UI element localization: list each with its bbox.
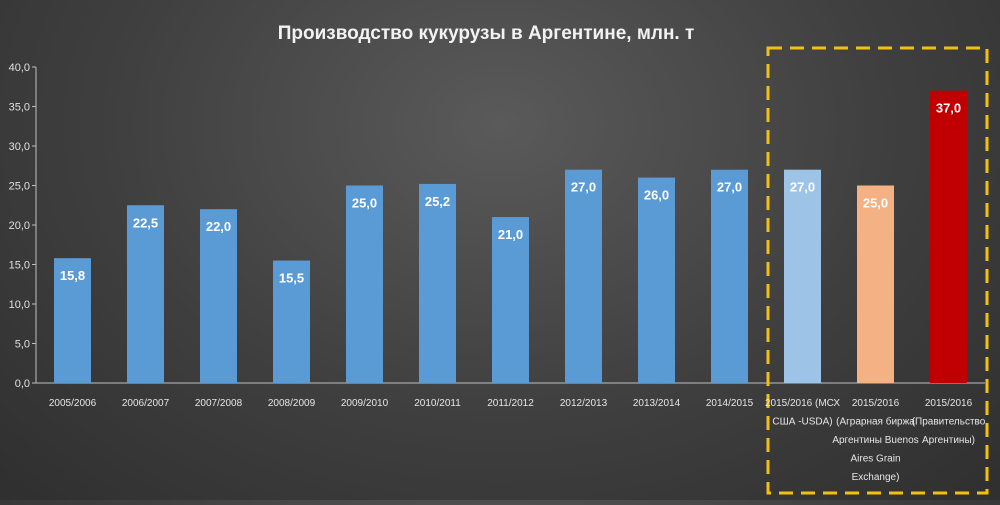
bar — [54, 258, 91, 383]
bar — [711, 169, 748, 383]
highlight-box — [766, 46, 989, 495]
y-tick-label: 40,0 — [9, 62, 30, 74]
x-tick-label: Exchange) — [852, 472, 900, 483]
bar-value-label: 37,0 — [936, 101, 961, 116]
bar-value-label: 26,0 — [644, 188, 669, 203]
bar — [784, 169, 821, 383]
bar — [492, 217, 529, 383]
bar — [565, 169, 602, 383]
x-tick-label: Аргентины Buenos — [832, 435, 918, 446]
x-tick-label: Aires Grain — [850, 454, 900, 465]
bar-value-label: 25,0 — [863, 196, 888, 211]
bar-value-label: 15,5 — [279, 271, 304, 286]
bar — [273, 260, 310, 383]
bar-value-label: 15,8 — [60, 268, 85, 283]
x-tick-label: 2011/2012 — [487, 398, 534, 409]
x-tick-label: США -USDA) — [772, 417, 832, 428]
bar-value-label: 22,0 — [206, 219, 231, 234]
y-tick-label: 10,0 — [9, 299, 30, 311]
bar — [857, 185, 894, 383]
x-tick-label: 2007/2008 — [195, 398, 243, 409]
x-tick-label: 2015/2016 — [925, 398, 973, 409]
y-tick-label: 0,0 — [15, 378, 30, 390]
chart-title: Производство кукурузы в Аргентине, млн. … — [278, 23, 695, 44]
x-axis-labels: 2005/2006 2006/2007 2007/2008 2008/2009 2009… — [49, 398, 986, 483]
bar — [200, 209, 237, 383]
bar — [419, 183, 456, 383]
highlight-box-group — [766, 46, 989, 495]
bar-value-label: 25,0 — [352, 196, 377, 211]
y-tick-label: 15,0 — [9, 260, 30, 272]
bar — [930, 90, 967, 383]
x-tick-label: 2015/2016 (МСХ — [765, 398, 840, 409]
bar — [127, 205, 164, 383]
bar-value-label: 27,0 — [790, 180, 815, 195]
x-tick-label: (Правительство — [912, 417, 986, 428]
bars — [54, 90, 967, 383]
bar-value-label: 21,0 — [498, 227, 523, 242]
x-tick-label: (Аграрная биржа — [836, 416, 915, 428]
x-tick-label: 2006/2007 — [122, 398, 170, 409]
bar — [638, 177, 675, 383]
x-tick-label: 2010/2011 — [414, 398, 461, 409]
y-tick-label: 30,0 — [9, 141, 30, 153]
x-tick-label: 2005/2006 — [49, 398, 97, 409]
x-tick-label: 2008/2009 — [268, 398, 316, 409]
y-axis: 0,0 5,0 10,0 15,0 20,0 25,0 30,0 35,0 40,0 — [9, 62, 985, 390]
x-tick-label: 2009/2010 — [341, 398, 389, 409]
bar-value-label: 25,2 — [425, 194, 450, 209]
bar-labels: 15,8 22,5 22,0 15,5 25,0 25,2 21,0 27,0 26,0 27,0… — [60, 101, 961, 286]
x-tick-label: 2014/2015 — [706, 398, 754, 409]
y-tick-label: 20,0 — [9, 220, 30, 232]
y-tick-label: 5,0 — [15, 339, 30, 351]
x-tick-label: 2012/2013 — [560, 398, 608, 409]
bar-value-label: 27,0 — [717, 180, 742, 195]
y-tick-label: 25,0 — [9, 181, 30, 193]
bar-value-label: 22,5 — [133, 215, 158, 230]
bar-value-label: 27,0 — [571, 180, 596, 195]
x-tick-label: 2015/2016 — [852, 398, 900, 409]
y-tick-label: 35,0 — [9, 102, 30, 114]
bar — [346, 185, 383, 383]
x-tick-label: Аргентины) — [922, 435, 975, 446]
x-tick-label: 2013/2014 — [633, 398, 681, 409]
